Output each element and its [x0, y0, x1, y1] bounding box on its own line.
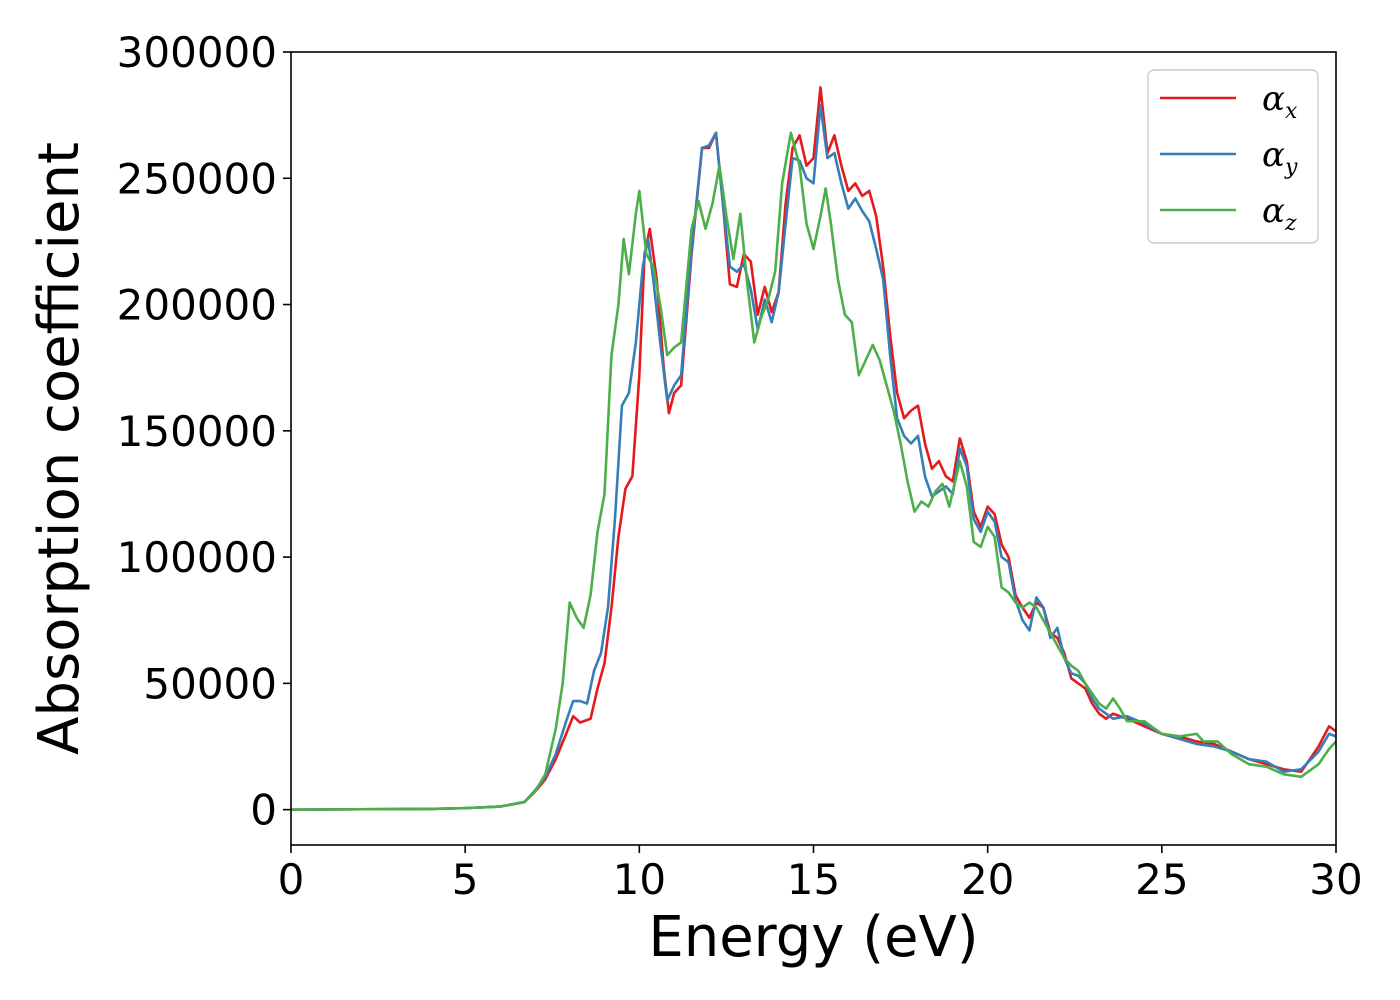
legend-label-y: αy [1262, 135, 1298, 180]
legend-label-z: αz [1262, 191, 1297, 236]
series-line-y [291, 103, 1336, 811]
y-tick-label: 300000 [117, 28, 277, 77]
y-tick-label: 50000 [143, 659, 277, 708]
y-tick-label: 0 [250, 786, 277, 835]
x-tick-label: 20 [961, 855, 1014, 904]
legend-label-x: αx [1262, 79, 1298, 124]
x-axis-title: Energy (eV) [648, 905, 978, 970]
y-tick-label: 250000 [117, 154, 277, 203]
y-axis-title: Absorption coefficient [27, 142, 92, 755]
legend: αx αy αz [1147, 69, 1319, 244]
y-tick-label: 100000 [117, 533, 277, 582]
y-tick-label: 150000 [117, 407, 277, 456]
legend-box [1147, 69, 1319, 244]
x-tick-label: 5 [452, 855, 479, 904]
series-line-z [291, 131, 1336, 811]
x-tick-label: 25 [1135, 855, 1188, 904]
series-lines [291, 86, 1336, 811]
x-tick-label: 30 [1309, 855, 1362, 904]
y-tick-label: 200000 [117, 281, 277, 330]
x-tick-label: 0 [278, 855, 305, 904]
x-axis-ticks: 0 5 10 15 20 25 30 [278, 845, 1363, 904]
x-tick-label: 10 [613, 855, 666, 904]
x-tick-label: 15 [787, 855, 840, 904]
series-line-x [291, 86, 1336, 811]
y-axis-ticks: 0 50000 100000 150000 200000 250000 300000 [117, 28, 291, 835]
